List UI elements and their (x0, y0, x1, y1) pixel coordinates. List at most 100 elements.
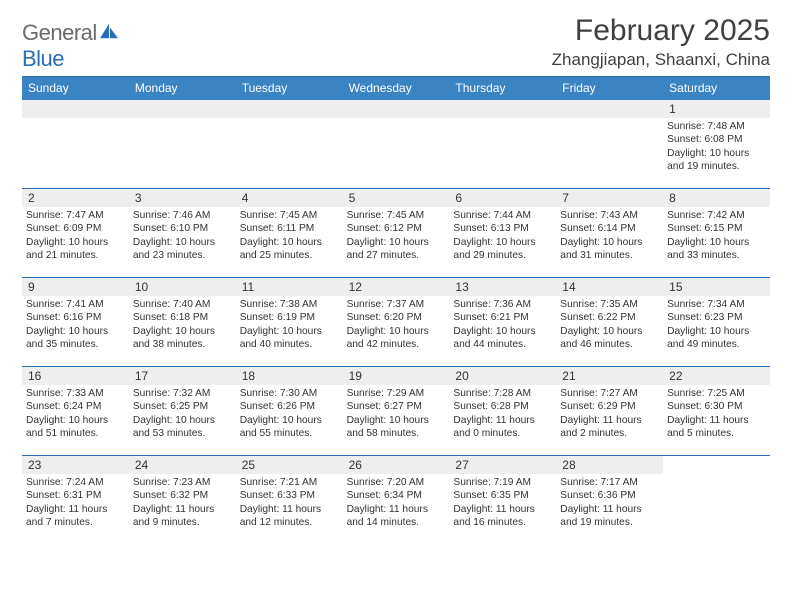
daylight-line-1: Daylight: 10 hours (347, 236, 444, 249)
sunset-line: Sunset: 6:27 PM (347, 400, 444, 413)
day-number: 17 (129, 367, 236, 385)
sunset-line: Sunset: 6:19 PM (240, 311, 337, 324)
sunset-line: Sunset: 6:35 PM (453, 489, 550, 502)
daylight-line-1: Daylight: 10 hours (667, 147, 764, 160)
day-number (22, 100, 129, 118)
calendar-cell: 5Sunrise: 7:45 AMSunset: 6:12 PMDaylight… (343, 189, 450, 277)
sunrise-line: Sunrise: 7:34 AM (667, 298, 764, 311)
sun-info: Sunrise: 7:34 AMSunset: 6:23 PMDaylight:… (667, 298, 764, 352)
calendar-cell-blank (22, 100, 129, 188)
calendar-cell: 16Sunrise: 7:33 AMSunset: 6:24 PMDayligh… (22, 367, 129, 455)
calendar-cell-blank (343, 100, 450, 188)
daylight-line-2: and 44 minutes. (453, 338, 550, 351)
day-number: 21 (556, 367, 663, 385)
day-number: 13 (449, 278, 556, 296)
sunrise-line: Sunrise: 7:19 AM (453, 476, 550, 489)
calendar-cell-blank (236, 100, 343, 188)
sunset-line: Sunset: 6:34 PM (347, 489, 444, 502)
sun-info: Sunrise: 7:36 AMSunset: 6:21 PMDaylight:… (453, 298, 550, 352)
day-number: 4 (236, 189, 343, 207)
sunrise-line: Sunrise: 7:36 AM (453, 298, 550, 311)
day-number: 5 (343, 189, 450, 207)
sunrise-line: Sunrise: 7:29 AM (347, 387, 444, 400)
calendar-cell-blank (129, 100, 236, 188)
sunrise-line: Sunrise: 7:30 AM (240, 387, 337, 400)
daylight-line-2: and 29 minutes. (453, 249, 550, 262)
calendar-cell: 1Sunrise: 7:48 AMSunset: 6:08 PMDaylight… (663, 100, 770, 188)
title-block: February 2025 Zhangjiapan, Shaanxi, Chin… (552, 14, 770, 70)
weekday-header: Wednesday (343, 77, 450, 100)
daylight-line-2: and 40 minutes. (240, 338, 337, 351)
sunrise-line: Sunrise: 7:48 AM (667, 120, 764, 133)
day-number: 12 (343, 278, 450, 296)
sun-info: Sunrise: 7:28 AMSunset: 6:28 PMDaylight:… (453, 387, 550, 441)
calendar-cell: 19Sunrise: 7:29 AMSunset: 6:27 PMDayligh… (343, 367, 450, 455)
daylight-line-1: Daylight: 10 hours (453, 325, 550, 338)
sunrise-line: Sunrise: 7:35 AM (560, 298, 657, 311)
sunset-line: Sunset: 6:22 PM (560, 311, 657, 324)
day-number: 20 (449, 367, 556, 385)
sun-info: Sunrise: 7:45 AMSunset: 6:11 PMDaylight:… (240, 209, 337, 263)
daylight-line-2: and 55 minutes. (240, 427, 337, 440)
sunrise-line: Sunrise: 7:45 AM (347, 209, 444, 222)
daylight-line-2: and 23 minutes. (133, 249, 230, 262)
sun-info: Sunrise: 7:33 AMSunset: 6:24 PMDaylight:… (26, 387, 123, 441)
sunset-line: Sunset: 6:15 PM (667, 222, 764, 235)
calendar-cell: 13 Sunrise: 7:36 AMSunset: 6:21 PMDayligh… (449, 278, 556, 366)
day-number: 22 (663, 367, 770, 385)
day-number: 3 (129, 189, 236, 207)
sun-info: Sunrise: 7:47 AMSunset: 6:09 PMDaylight:… (26, 209, 123, 263)
calendar-cell-blank (556, 100, 663, 188)
logo: General Blue (22, 20, 120, 72)
sunrise-line: Sunrise: 7:27 AM (560, 387, 657, 400)
daylight-line-1: Daylight: 10 hours (240, 325, 337, 338)
sun-info: Sunrise: 7:42 AMSunset: 6:15 PMDaylight:… (667, 209, 764, 263)
calendar-cell: 26Sunrise: 7:20 AMSunset: 6:34 PMDayligh… (343, 456, 450, 544)
calendar-cell: 17Sunrise: 7:32 AMSunset: 6:25 PMDayligh… (129, 367, 236, 455)
daylight-line-2: and 19 minutes. (560, 516, 657, 529)
sun-info: Sunrise: 7:43 AMSunset: 6:14 PMDaylight:… (560, 209, 657, 263)
calendar-cell-blank (663, 456, 770, 544)
calendar-cell: 10Sunrise: 7:40 AMSunset: 6:18 PMDayligh… (129, 278, 236, 366)
sunrise-line: Sunrise: 7:25 AM (667, 387, 764, 400)
daylight-line-2: and 31 minutes. (560, 249, 657, 262)
calendar-cell-blank (449, 100, 556, 188)
daylight-line-2: and 38 minutes. (133, 338, 230, 351)
calendar-cell: 20 Sunrise: 7:28 AMSunset: 6:28 PMDayligh… (449, 367, 556, 455)
calendar-cell: 9 Sunrise: 7:41 AMSunset: 6:16 PMDaylight… (22, 278, 129, 366)
sunset-line: Sunset: 6:30 PM (667, 400, 764, 413)
day-number (129, 100, 236, 118)
calendar-cell: 3Sunrise: 7:46 AMSunset: 6:10 PMDaylight… (129, 189, 236, 277)
calendar-page: General Blue February 2025 Zhangjiapan, … (0, 0, 792, 544)
sun-info: Sunrise: 7:44 AMSunset: 6:13 PMDaylight:… (453, 209, 550, 263)
day-number: 24 (129, 456, 236, 474)
sunset-line: Sunset: 6:10 PM (133, 222, 230, 235)
daylight-line-2: and 19 minutes. (667, 160, 764, 173)
day-number: 9 (22, 278, 129, 296)
daylight-line-1: Daylight: 10 hours (133, 325, 230, 338)
daylight-line-1: Daylight: 11 hours (667, 414, 764, 427)
day-number (663, 456, 770, 474)
sun-info: Sunrise: 7:41 AMSunset: 6:16 PMDaylight:… (26, 298, 123, 352)
sunrise-line: Sunrise: 7:43 AM (560, 209, 657, 222)
daylight-line-2: and 27 minutes. (347, 249, 444, 262)
daylight-line-1: Daylight: 10 hours (347, 414, 444, 427)
sunrise-line: Sunrise: 7:40 AM (133, 298, 230, 311)
calendar-cell: 23Sunrise: 7:24 AMSunset: 6:31 PMDayligh… (22, 456, 129, 544)
sunrise-line: Sunrise: 7:47 AM (26, 209, 123, 222)
calendar-cell: 21Sunrise: 7:27 AMSunset: 6:29 PMDayligh… (556, 367, 663, 455)
daylight-line-1: Daylight: 10 hours (560, 236, 657, 249)
day-number (556, 100, 663, 118)
daylight-line-2: and 0 minutes. (453, 427, 550, 440)
daylight-line-1: Daylight: 11 hours (133, 503, 230, 516)
sun-info: Sunrise: 7:23 AMSunset: 6:32 PMDaylight:… (133, 476, 230, 530)
day-number (449, 100, 556, 118)
daylight-line-1: Daylight: 10 hours (347, 325, 444, 338)
sunset-line: Sunset: 6:28 PM (453, 400, 550, 413)
daylight-line-2: and 46 minutes. (560, 338, 657, 351)
daylight-line-2: and 53 minutes. (133, 427, 230, 440)
sun-info: Sunrise: 7:25 AMSunset: 6:30 PMDaylight:… (667, 387, 764, 441)
daylight-line-2: and 42 minutes. (347, 338, 444, 351)
daylight-line-2: and 33 minutes. (667, 249, 764, 262)
day-number: 18 (236, 367, 343, 385)
